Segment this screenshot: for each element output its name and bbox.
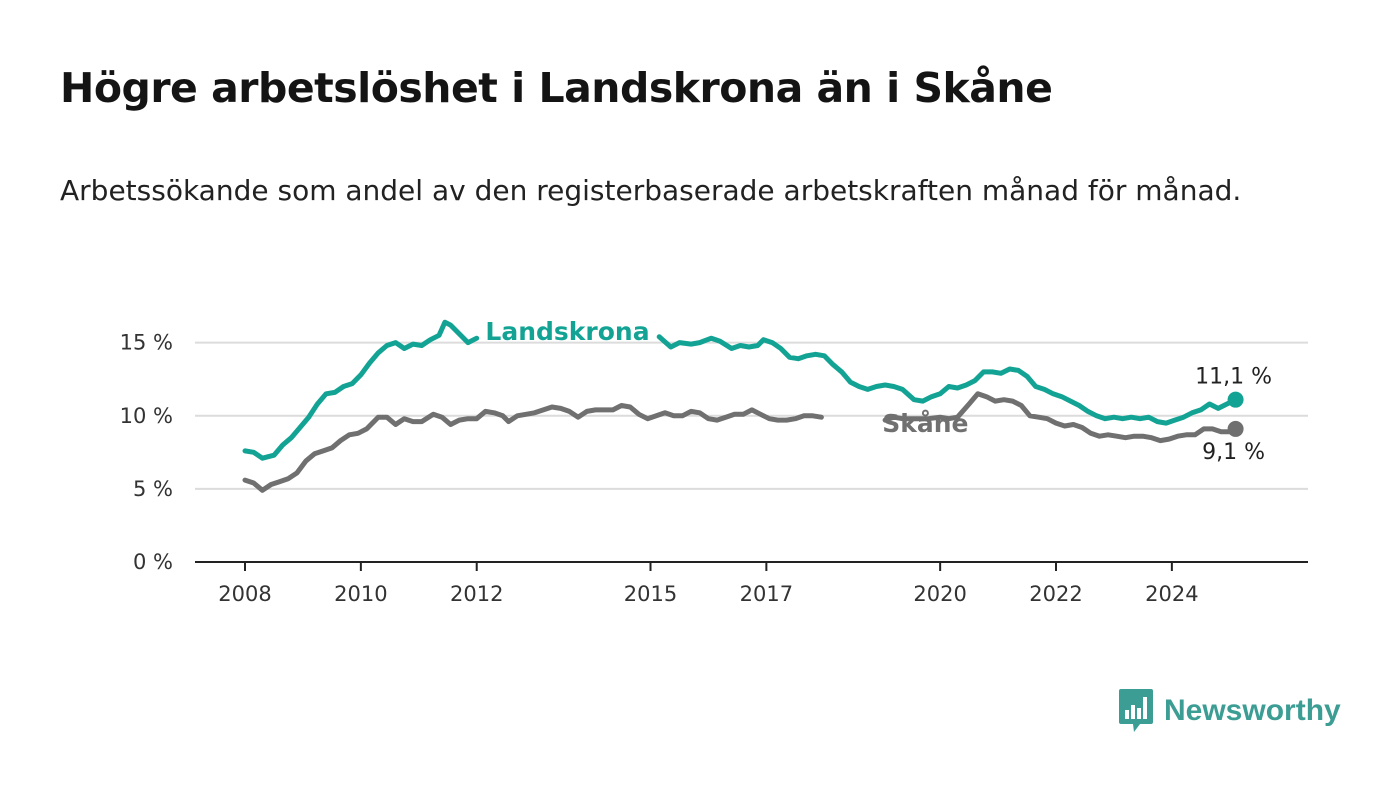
end-marker-sk-ne [1227, 420, 1244, 437]
x-tick-label: 2015 [624, 582, 677, 606]
x-tick-label: 2012 [450, 582, 503, 606]
x-tick-label: 2022 [1029, 582, 1082, 606]
series-name-label-landskrona: Landskrona [485, 317, 649, 346]
series-line-sk-ne [882, 391, 1239, 444]
x-tick-label: 2010 [334, 582, 387, 606]
bar-chart-speech-bubble-icon [1119, 689, 1153, 732]
end-value-label-landskrona: 11,1 % [1195, 365, 1272, 390]
y-tick-label: 5 % [133, 477, 173, 501]
series-labels: 11,1 % Landskrona 9,1 % Skåne [485, 317, 1272, 465]
newsworthy-logo: Newsworthy [1118, 688, 1341, 734]
end-value-label-sk-ne: 9,1 % [1202, 440, 1265, 465]
x-tick-label: 2017 [740, 582, 793, 606]
end-marker-landskrona [1227, 391, 1244, 408]
chart-title: Högre arbetslöshet i Landskrona än i Skå… [60, 64, 1053, 112]
x-tick-label: 2024 [1145, 582, 1198, 606]
y-tick-label: 10 % [120, 404, 173, 428]
x-tick-label: 2008 [218, 582, 271, 606]
series-line-landskrona [656, 334, 1239, 426]
x-axis-ticks: 2008 2010 2012 2015 2017 2020 2022 2024 [195, 561, 1308, 606]
series-name-label-sk-ne: Skåne [882, 409, 968, 438]
x-tick-label: 2020 [913, 582, 966, 606]
series-lines [242, 319, 1244, 493]
y-tick-label: 0 % [133, 550, 173, 574]
y-tick-label: 15 % [120, 331, 173, 355]
y-axis-ticks: 0 % 5 % 10 % 15 % [120, 331, 173, 574]
brand-name: Newsworthy [1164, 694, 1341, 727]
gridlines [195, 341, 1308, 490]
chart-subtitle: Arbetssökande som andel av den registerb… [60, 174, 1242, 207]
series-line-sk-ne [242, 403, 824, 493]
series-line-landskrona [242, 319, 480, 461]
